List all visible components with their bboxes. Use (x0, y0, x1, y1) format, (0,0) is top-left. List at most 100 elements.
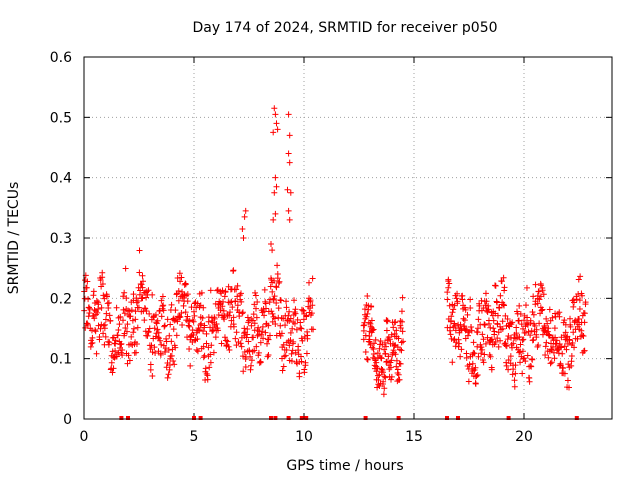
data-point (237, 340, 244, 347)
data-point (550, 349, 557, 356)
data-point (143, 307, 150, 314)
data-point (517, 341, 524, 348)
data-point (550, 343, 557, 350)
data-point (105, 304, 112, 311)
data-point (571, 344, 578, 351)
data-point (560, 365, 567, 372)
chart-title: Day 174 of 2024, SRMTID for receiver p05… (192, 20, 497, 36)
data-point (261, 286, 268, 293)
data-point (544, 328, 551, 335)
data-point (229, 304, 236, 311)
x-tick-label: 10 (295, 429, 313, 445)
data-point (570, 303, 577, 310)
data-point (122, 325, 129, 332)
data-point (551, 325, 558, 332)
data-point (149, 291, 156, 298)
data-point (206, 364, 213, 371)
data-point (106, 312, 113, 319)
data-point (395, 335, 402, 342)
data-point (257, 359, 264, 366)
data-point (100, 330, 107, 337)
data-point (446, 280, 453, 287)
data-point (179, 321, 186, 328)
data-point (291, 297, 298, 304)
data-point (287, 315, 294, 322)
data-point (562, 329, 569, 336)
data-point (512, 362, 519, 369)
data-point (513, 330, 520, 337)
data-point (266, 332, 273, 339)
data-point (544, 320, 551, 327)
data-point (190, 331, 197, 338)
data-point (168, 338, 175, 345)
data-point (464, 311, 471, 318)
data-point (136, 269, 143, 276)
data-point (288, 350, 295, 357)
data-point (198, 289, 205, 296)
data-point (392, 351, 399, 358)
data-point (522, 302, 529, 309)
data-point (259, 328, 266, 335)
data-point-peak (270, 129, 277, 136)
data-point (399, 294, 406, 301)
data-point (386, 336, 393, 343)
data-point (132, 316, 139, 323)
data-point-peak (274, 126, 281, 133)
data-point (172, 307, 179, 314)
data-point (274, 275, 281, 282)
data-point (576, 316, 583, 322)
data-point (297, 353, 304, 360)
y-tick-label: 0.3 (50, 231, 72, 247)
data-point (450, 306, 457, 313)
data-point (130, 325, 137, 332)
data-point-peak (286, 159, 293, 166)
data-point (383, 318, 390, 325)
data-point (162, 348, 169, 355)
data-point (372, 336, 379, 343)
data-point (470, 339, 477, 346)
data-point (186, 345, 193, 352)
data-point (291, 309, 298, 315)
data-point (265, 351, 272, 358)
data-point (291, 320, 298, 327)
data-point (533, 326, 540, 333)
data-point (497, 292, 504, 299)
data-point (254, 299, 261, 306)
data-point (455, 343, 462, 350)
zero-marker (119, 416, 124, 420)
data-point (163, 335, 170, 342)
data-point (167, 321, 174, 328)
data-point (546, 306, 553, 313)
data-point (182, 281, 189, 288)
data-point (503, 343, 510, 350)
data-point (277, 296, 284, 303)
data-point (124, 321, 131, 328)
data-point (381, 385, 388, 392)
data-point (551, 355, 558, 362)
data-point (475, 316, 482, 323)
data-point (180, 302, 187, 309)
data-point (535, 288, 542, 295)
data-point (99, 274, 106, 281)
data-point (267, 283, 274, 290)
data-point (157, 337, 164, 344)
y-axis-ticks: 0 0.1 0.2 0.3 0.4 0.5 0.6 (50, 50, 612, 428)
data-point (139, 272, 146, 279)
data-point (143, 294, 150, 301)
data-point (510, 340, 517, 347)
data-point (270, 296, 277, 303)
data-point-peak (285, 111, 292, 118)
data-point (255, 349, 262, 356)
data-point (257, 339, 264, 346)
data-point (388, 376, 395, 383)
data-point (232, 335, 239, 342)
data-point (227, 309, 234, 316)
data-point (527, 317, 534, 324)
data-point (155, 334, 162, 341)
data-point (166, 332, 173, 339)
data-point (543, 339, 550, 346)
data-point (256, 359, 263, 366)
data-point (449, 309, 456, 316)
data-point (306, 279, 313, 286)
data-point (375, 376, 382, 383)
